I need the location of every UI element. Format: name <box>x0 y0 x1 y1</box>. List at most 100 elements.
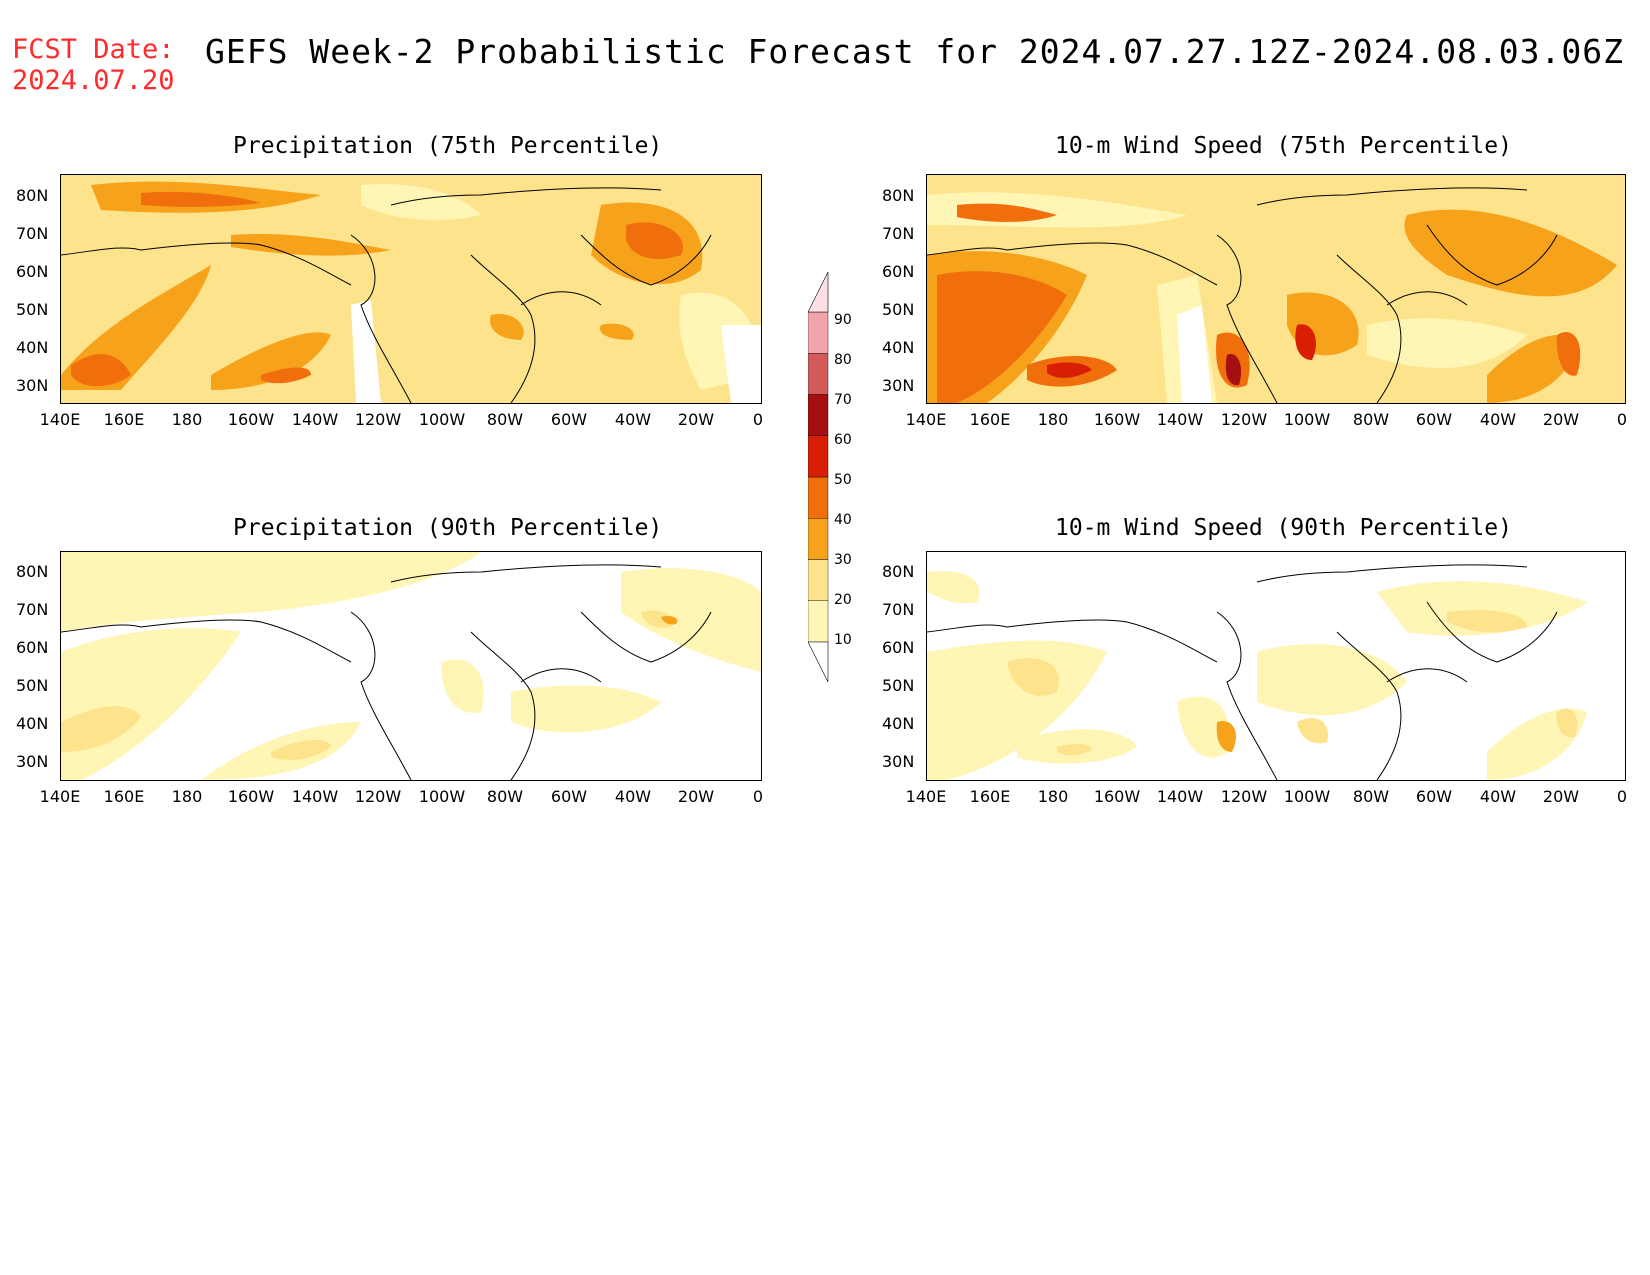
lon-label: 20W <box>1542 410 1580 429</box>
colorbar-label: 60 <box>834 432 852 448</box>
lat-label: 80N <box>882 562 915 581</box>
lon-label: 160E <box>969 410 1011 429</box>
lon-label: 120W <box>354 787 402 806</box>
map-canvas-wind-90 <box>927 552 1625 780</box>
lat-label: 30N <box>882 752 915 771</box>
lon-label: 40W <box>614 787 652 806</box>
map-wind-75 <box>926 174 1626 404</box>
lat-label: 70N <box>882 600 915 619</box>
lon-label: 60W <box>1415 410 1453 429</box>
lat-label: 80N <box>16 562 49 581</box>
lat-label: 60N <box>882 262 915 281</box>
page-title: GEFS Week-2 Probabilistic Forecast for 2… <box>205 32 1625 71</box>
lon-label: 140E <box>39 787 81 806</box>
colorbar-swatch <box>807 518 829 560</box>
lon-label: 140W <box>1156 410 1204 429</box>
colorbar-swatches <box>807 271 829 683</box>
lat-label: 30N <box>882 376 915 395</box>
lat-label: 60N <box>882 638 915 657</box>
lon-label: 140E <box>905 787 947 806</box>
lat-label: 50N <box>16 676 49 695</box>
lon-label: 160W <box>1093 410 1141 429</box>
colorbar-swatch <box>807 311 829 354</box>
lat-label: 70N <box>882 224 915 243</box>
panel-title-wind-90: 10-m Wind Speed (90th Percentile) <box>1055 515 1512 541</box>
forecast-date-block: FCST Date: 2024.07.20 <box>12 34 175 96</box>
lat-label: 50N <box>882 676 915 695</box>
lon-label: 60W <box>550 410 588 429</box>
lon-label: 80W <box>1352 787 1390 806</box>
lon-label: 0 <box>1616 787 1628 806</box>
forecast-date-value: 2024.07.20 <box>12 65 175 96</box>
lat-label: 60N <box>16 638 49 657</box>
lon-label: 160W <box>227 410 275 429</box>
colorbar-label: 20 <box>834 592 852 608</box>
lon-label: 120W <box>1220 787 1268 806</box>
colorbar: 90 80 70 60 50 40 30 20 10 <box>807 271 852 686</box>
lon-label: 100W <box>1283 410 1331 429</box>
lon-label: 80W <box>486 410 524 429</box>
panel-title-precip-90: Precipitation (90th Percentile) <box>233 515 663 541</box>
lon-label: 100W <box>418 787 466 806</box>
lat-label: 50N <box>882 300 915 319</box>
lon-label: 40W <box>614 410 652 429</box>
lon-label: 60W <box>1415 787 1453 806</box>
lon-label: 160E <box>103 787 145 806</box>
colorbar-label: 50 <box>834 472 852 488</box>
map-canvas-precip-75 <box>61 175 761 403</box>
colorbar-swatch <box>807 394 829 436</box>
lon-label: 100W <box>418 410 466 429</box>
panel-title-precip-75: Precipitation (75th Percentile) <box>233 133 663 159</box>
lon-label: 0 <box>752 410 764 429</box>
lon-label: 140W <box>1156 787 1204 806</box>
colorbar-label: 30 <box>834 552 852 568</box>
lon-label: 120W <box>354 410 402 429</box>
lon-label: 160E <box>103 410 145 429</box>
lon-label: 140W <box>291 787 339 806</box>
colorbar-swatch <box>807 435 829 478</box>
colorbar-label: 40 <box>834 512 852 528</box>
colorbar-swatch <box>807 353 829 395</box>
lat-label: 80N <box>882 186 915 205</box>
lon-label: 40W <box>1479 410 1517 429</box>
lat-label: 80N <box>16 186 49 205</box>
lon-label: 120W <box>1220 410 1268 429</box>
colorbar-label: 80 <box>834 352 852 368</box>
lat-label: 60N <box>16 262 49 281</box>
colorbar-swatch <box>807 559 829 601</box>
lon-label: 0 <box>1616 410 1628 429</box>
lon-label: 180 <box>1037 787 1069 806</box>
lon-label: 180 <box>171 410 203 429</box>
colorbar-swatch <box>807 476 829 519</box>
lon-label: 20W <box>677 787 715 806</box>
lat-label: 40N <box>16 714 49 733</box>
lon-label: 180 <box>1037 410 1069 429</box>
lat-label: 40N <box>882 338 915 357</box>
colorbar-label: 10 <box>834 632 852 648</box>
lon-label: 140E <box>905 410 947 429</box>
lon-label: 160W <box>1093 787 1141 806</box>
lat-label: 50N <box>16 300 49 319</box>
map-wind-90 <box>926 551 1626 781</box>
lon-label: 0 <box>752 787 764 806</box>
colorbar-label: 90 <box>834 312 852 328</box>
lon-label: 80W <box>486 787 524 806</box>
lat-label: 30N <box>16 752 49 771</box>
lon-label: 160W <box>227 787 275 806</box>
map-canvas-precip-90 <box>61 552 761 780</box>
lon-label: 140E <box>39 410 81 429</box>
lat-label: 40N <box>16 338 49 357</box>
colorbar-label: 70 <box>834 392 852 408</box>
map-canvas-wind-75 <box>927 175 1625 403</box>
map-precip-90 <box>60 551 762 781</box>
lon-label: 20W <box>1542 787 1580 806</box>
lon-label: 160E <box>969 787 1011 806</box>
panel-title-wind-75: 10-m Wind Speed (75th Percentile) <box>1055 133 1512 159</box>
lat-label: 70N <box>16 224 49 243</box>
lon-label: 80W <box>1352 410 1390 429</box>
lon-label: 20W <box>677 410 715 429</box>
lon-label: 180 <box>171 787 203 806</box>
lon-label: 60W <box>550 787 588 806</box>
lon-label: 100W <box>1283 787 1331 806</box>
lat-label: 30N <box>16 376 49 395</box>
